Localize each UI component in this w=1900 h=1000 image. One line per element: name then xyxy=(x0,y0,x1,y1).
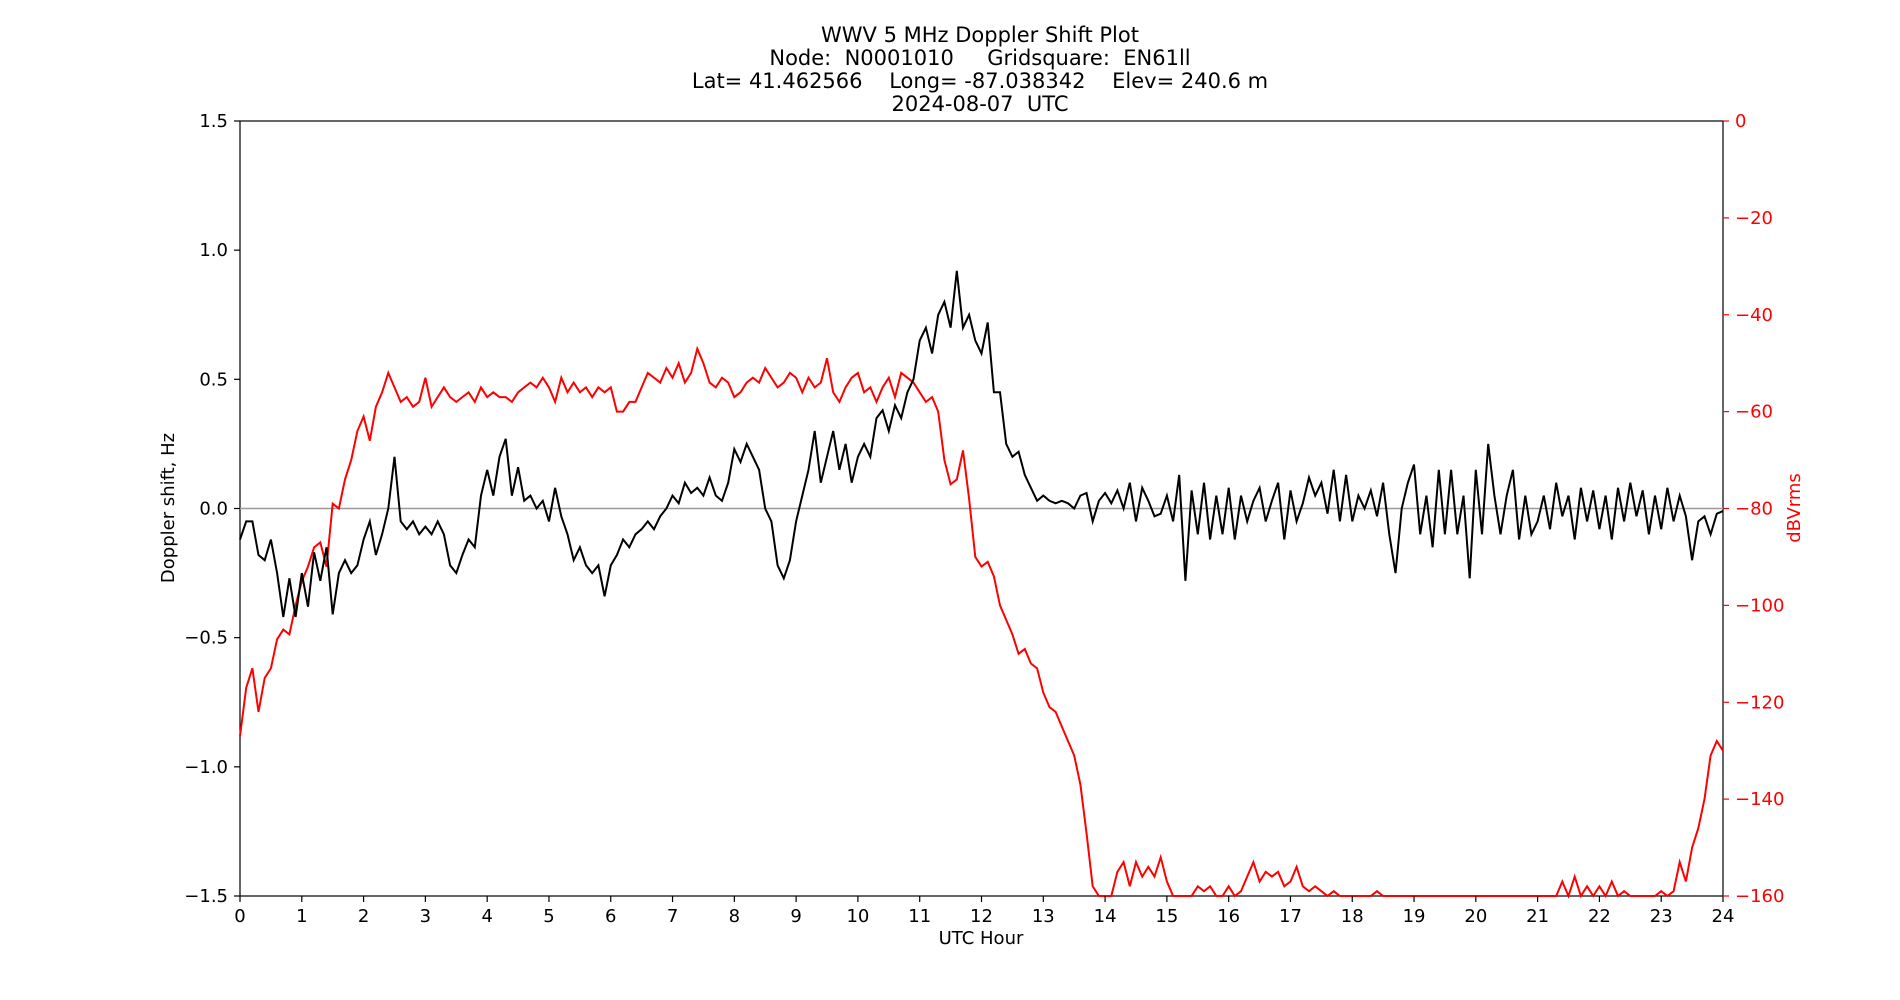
x-tick-label: 12 xyxy=(970,906,993,927)
y-tick-label: 1.5 xyxy=(199,111,228,132)
x-tick-label: 13 xyxy=(1032,906,1055,927)
x-tick-label: 23 xyxy=(1650,906,1673,927)
series-doppler-line xyxy=(239,270,1724,618)
x-tick-label: 18 xyxy=(1341,906,1364,927)
x-tick-label: 22 xyxy=(1588,906,1611,927)
x-axis: 0 1 2 3 4 5 6 7 8 9 10 11 12 13 14 15 16 17 18 19 20 21 22 23 24 xyxy=(234,896,1734,927)
x-tick-label: 2 xyxy=(358,906,369,927)
y-tick-label: −1.0 xyxy=(184,757,228,778)
x-tick-label: 17 xyxy=(1279,906,1302,927)
y-tick-label: 1.0 xyxy=(199,240,228,261)
x-axis-label: UTC Hour xyxy=(939,928,1024,949)
y2-tick-label: 0 xyxy=(1735,111,1746,132)
x-tick-label: 7 xyxy=(667,906,678,927)
y2-tick-label: −120 xyxy=(1735,692,1784,713)
y-axis-left-label: Doppler shift, Hz xyxy=(158,433,179,583)
chart-title: WWV 5 MHz Doppler Shift Plot Node: N0001… xyxy=(692,23,1268,116)
y2-tick-label: −60 xyxy=(1735,402,1773,423)
x-tick-label: 8 xyxy=(729,906,740,927)
x-tick-label: 5 xyxy=(543,906,554,927)
y-tick-label: −0.5 xyxy=(184,628,228,649)
title-line-4: 2024-08-07 UTC xyxy=(891,92,1068,116)
x-tick-label: 21 xyxy=(1526,906,1549,927)
x-tick-label: 6 xyxy=(605,906,616,927)
title-line-2: Node: N0001010 Gridsquare: EN61ll xyxy=(769,46,1190,70)
y2-tick-label: −100 xyxy=(1735,595,1784,616)
x-tick-label: 9 xyxy=(790,906,801,927)
x-tick-label: 1 xyxy=(296,906,307,927)
x-tick-label: 15 xyxy=(1155,906,1178,927)
y2-tick-label: −20 xyxy=(1735,208,1773,229)
y2-tick-label: −160 xyxy=(1735,886,1784,907)
x-tick-label: 24 xyxy=(1712,906,1735,927)
title-line-3: Lat= 41.462566 Long= -87.038342 Elev= 24… xyxy=(692,69,1268,93)
y2-tick-label: −80 xyxy=(1735,499,1773,520)
x-tick-label: 4 xyxy=(481,906,492,927)
y-axis-right-label: dBVrms xyxy=(1784,473,1805,543)
y2-tick-label: −140 xyxy=(1735,789,1784,810)
y-axis-left: −1.5 −1.0 −0.5 0.0 0.5 1.0 1.5 xyxy=(184,111,240,907)
y2-tick-label: −40 xyxy=(1735,305,1773,326)
x-tick-label: 19 xyxy=(1403,906,1426,927)
y-tick-label: 0.0 xyxy=(199,499,228,520)
y-axis-right: 0 −20 −40 −60 −80 −100 −120 −140 −160 xyxy=(1723,111,1784,907)
y-tick-label: 0.5 xyxy=(199,369,228,390)
x-tick-label: 11 xyxy=(908,906,931,927)
x-tick-label: 14 xyxy=(1094,906,1117,927)
x-tick-label: 0 xyxy=(234,906,245,927)
title-line-1: WWV 5 MHz Doppler Shift Plot xyxy=(821,23,1139,47)
x-tick-label: 20 xyxy=(1464,906,1487,927)
x-tick-label: 10 xyxy=(846,906,869,927)
x-tick-label: 16 xyxy=(1217,906,1240,927)
x-tick-label: 3 xyxy=(420,906,431,927)
y-tick-label: −1.5 xyxy=(184,886,228,907)
